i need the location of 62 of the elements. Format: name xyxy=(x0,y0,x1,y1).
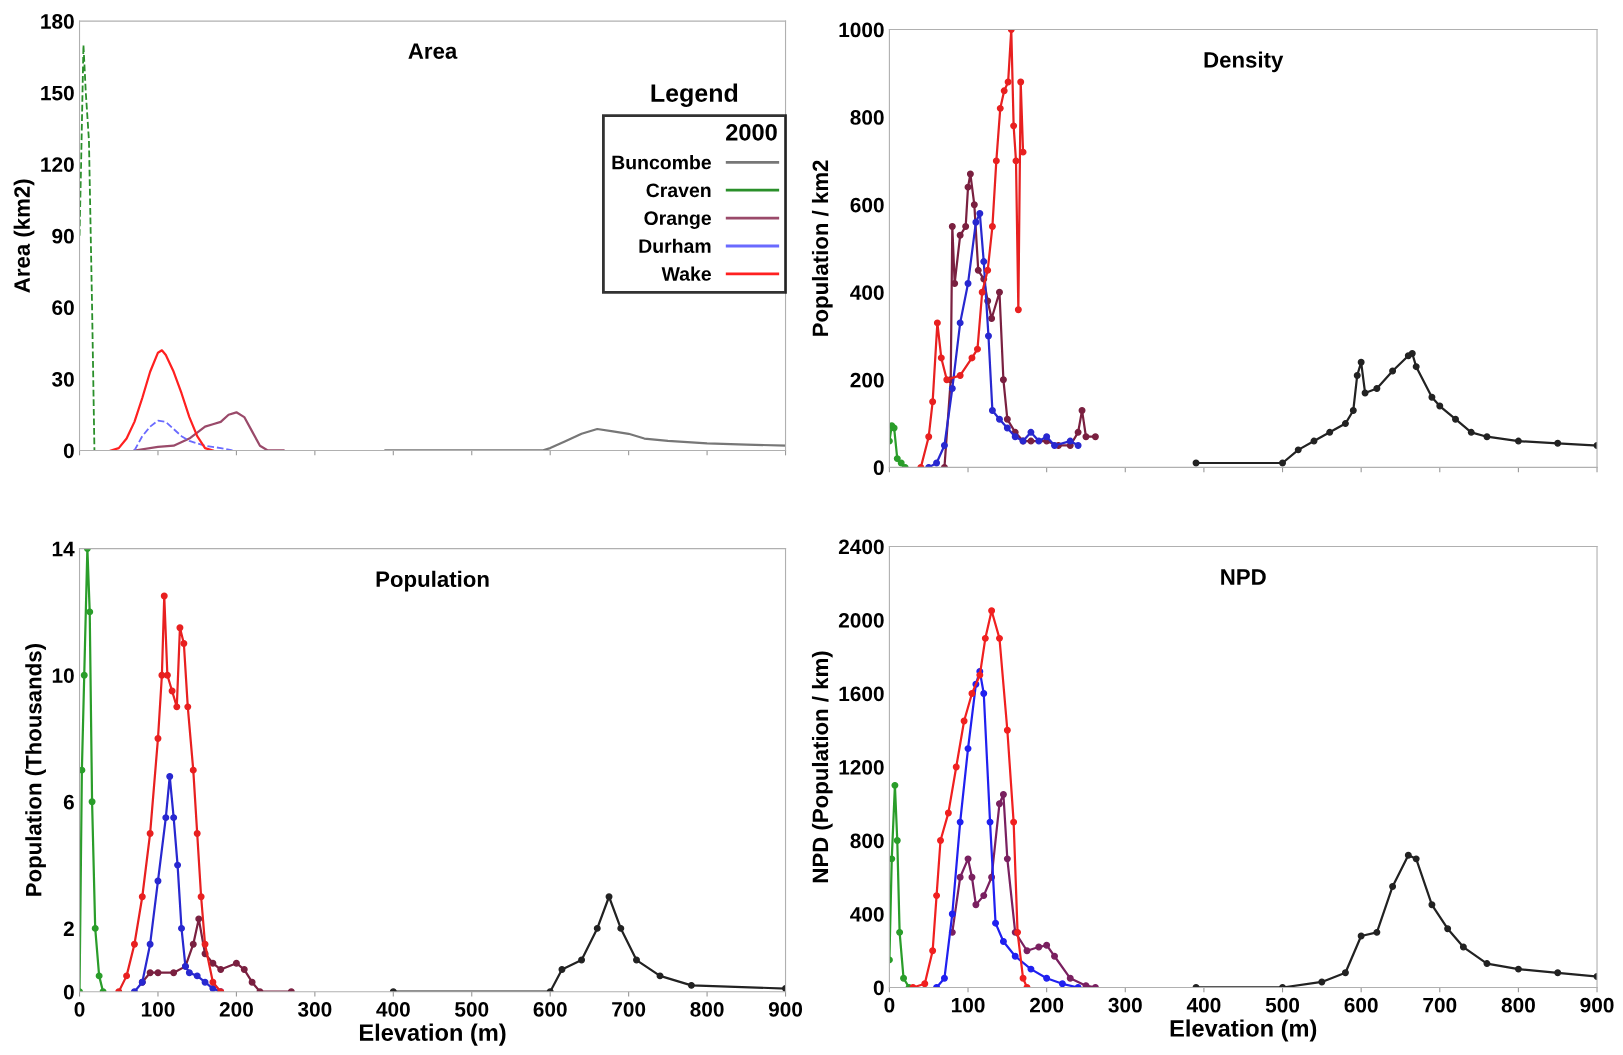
y-tick-label: 14 xyxy=(52,541,75,557)
x-tick-label: 200 xyxy=(1030,997,1064,1013)
y-tick-label: 2400 xyxy=(838,539,884,555)
y-tick-label: 0 xyxy=(873,460,884,476)
y-tick-label: 1200 xyxy=(839,759,884,775)
legend-label: Durham xyxy=(639,238,711,253)
x-tick-label: 600 xyxy=(1344,997,1378,1013)
y-tick-label: 180 xyxy=(41,14,74,29)
y-tick-label: 2000 xyxy=(838,612,884,628)
x-tick-label: 400 xyxy=(376,1001,410,1017)
y-tick-label: 1600 xyxy=(839,686,884,702)
text: Population xyxy=(376,570,489,592)
legend-label: Orange xyxy=(644,211,711,229)
x-tick-label: 300 xyxy=(1108,997,1142,1013)
y-axis-title: Population (Thousands) xyxy=(25,644,46,896)
y-tick-label: 120 xyxy=(41,157,74,172)
x-tick-label: 800 xyxy=(1501,997,1535,1013)
x-axis-title: Elevation (m) xyxy=(359,1023,506,1046)
y-tick-label: 90 xyxy=(52,228,74,244)
x-axis-title: Elevation (m) xyxy=(1170,1019,1317,1042)
x-tick-label: 500 xyxy=(455,1001,489,1017)
text: NPD xyxy=(1221,569,1266,585)
text: Density xyxy=(1204,51,1284,73)
x-tick-label: 0 xyxy=(74,1001,85,1017)
y-tick-label: 150 xyxy=(41,85,74,101)
x-tick-label: 800 xyxy=(690,1001,724,1017)
x-tick-label: 400 xyxy=(1186,997,1221,1013)
legend-label: Craven xyxy=(646,183,711,198)
x-tick-label: 200 xyxy=(219,1001,253,1017)
y-axis-title: Area (km2) xyxy=(13,179,35,293)
y-tick-label: 400 xyxy=(850,285,884,300)
y-tick-label: 200 xyxy=(850,372,884,388)
y-axis-title: NPD (Population / km) xyxy=(811,651,833,883)
x-tick-label: 0 xyxy=(884,997,895,1013)
y-tick-label: 400 xyxy=(850,906,884,922)
y-tick-label: 0 xyxy=(63,443,74,459)
y-tick-label: 600 xyxy=(850,197,884,213)
x-tick-label: 900 xyxy=(1580,997,1614,1013)
y-tick-label: 0 xyxy=(63,984,74,1000)
text: Area xyxy=(408,43,458,59)
y-tick-label: 60 xyxy=(52,300,74,316)
y-tick-label: 6 xyxy=(63,794,74,810)
legend-label: Wake xyxy=(661,266,711,281)
legend-title: 2000 xyxy=(726,123,777,141)
x-tick-label: 500 xyxy=(1265,997,1300,1013)
x-tick-label: 700 xyxy=(1423,997,1457,1013)
y-tick-label: 800 xyxy=(850,110,884,125)
x-tick-label: 900 xyxy=(768,1001,803,1017)
y-tick-label: 1000 xyxy=(839,22,884,38)
y-tick-label: 0 xyxy=(873,980,884,996)
x-tick-label: 700 xyxy=(612,1001,646,1017)
y-tick-label: 800 xyxy=(850,833,884,849)
x-tick-label: 100 xyxy=(141,1001,175,1017)
x-tick-label: 100 xyxy=(951,997,985,1013)
legend-label: Buncombe xyxy=(612,155,711,170)
y-tick-label: 2 xyxy=(63,921,74,936)
x-tick-label: 300 xyxy=(297,1001,332,1017)
y-tick-label: 30 xyxy=(51,371,74,387)
x-tick-label: 600 xyxy=(533,1001,567,1017)
y-axis-title: Population / km2 xyxy=(811,160,833,336)
y-tick-label: 10 xyxy=(52,668,74,683)
annotation: Legend xyxy=(651,83,738,107)
